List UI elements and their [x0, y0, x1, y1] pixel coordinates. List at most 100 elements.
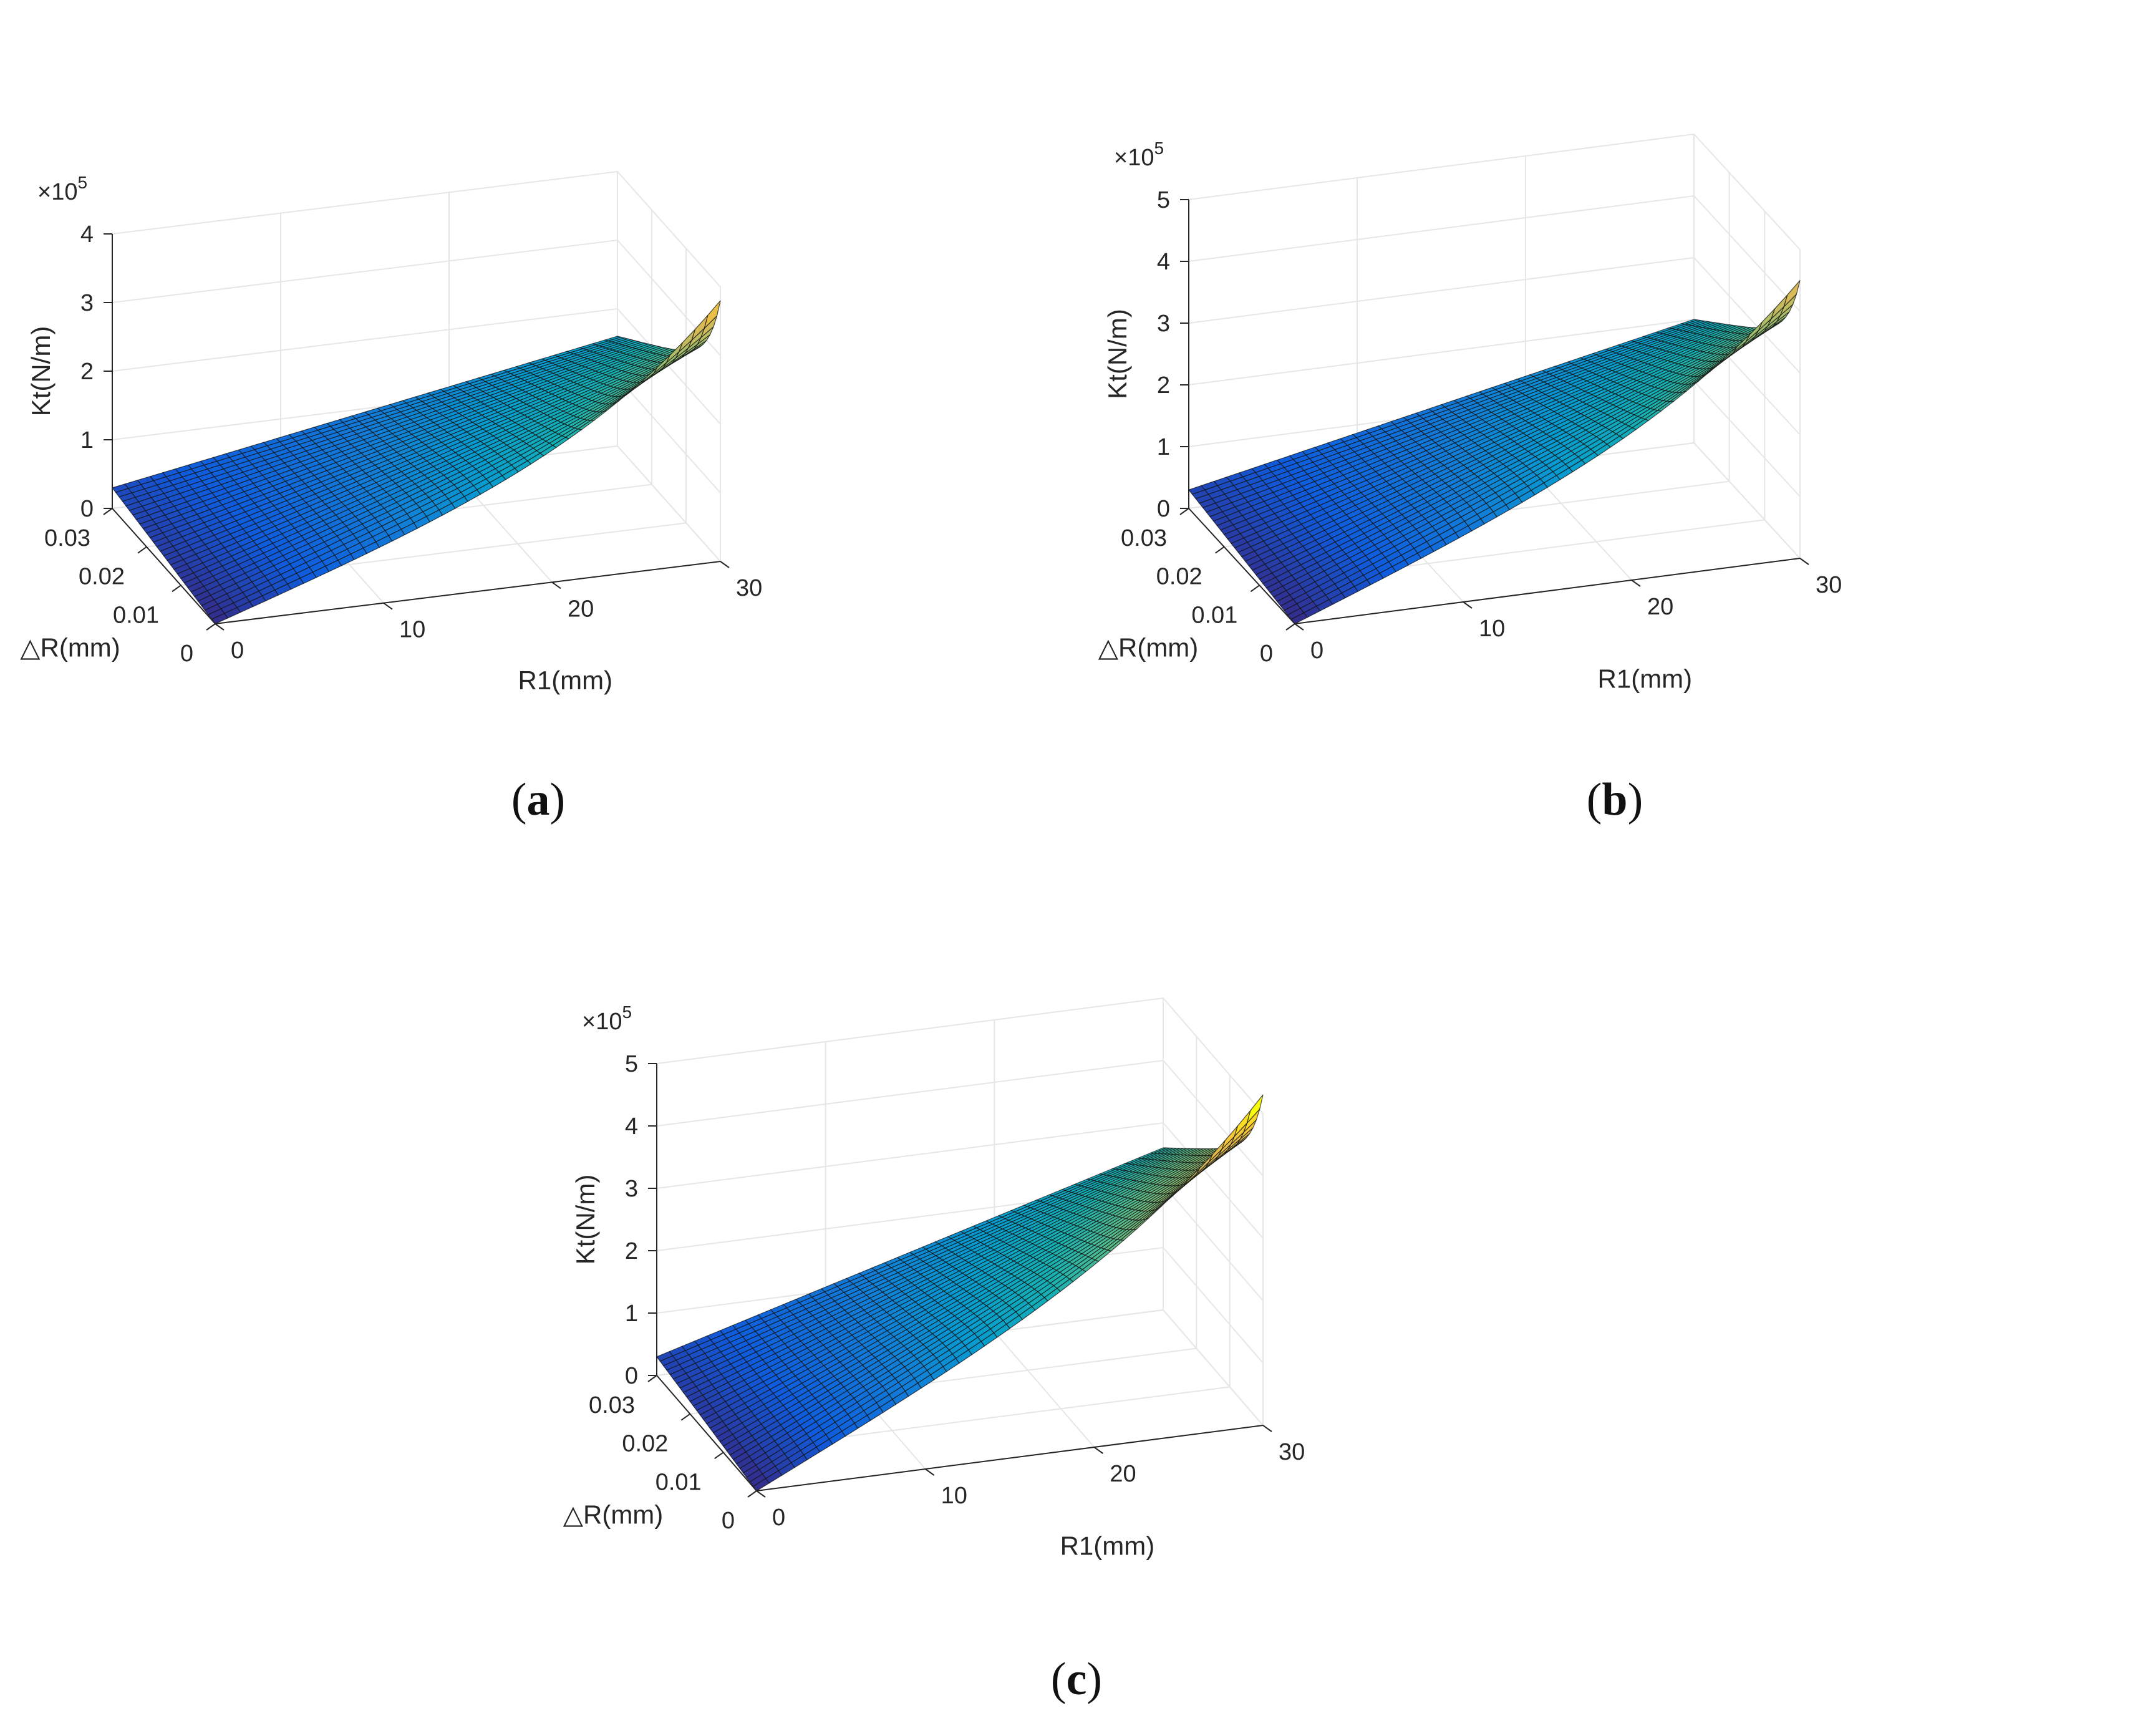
gridline-z: [112, 170, 721, 288]
z-tick-label: 4: [80, 221, 94, 248]
z-tick-label: 0: [625, 1363, 638, 1389]
z-exponent-label: ×105: [37, 173, 87, 205]
y-axis-line: [656, 1375, 757, 1491]
y-tick-mark: [103, 508, 113, 515]
surface-plot-c: 0 10 20 30 R1(mm) 0 0.01 0.02 0.03 △R(mm) 0 1 2 3 4 5 Kt…: [563, 997, 1305, 1560]
gridline-z: [1188, 133, 1801, 250]
z-tick-label: 5: [625, 1051, 638, 1077]
gridline-x: [1163, 998, 1264, 1426]
z-axis-label: Kt(N/m): [1103, 309, 1132, 399]
y-tick-mark: [172, 584, 181, 593]
x-axis-line: [1294, 558, 1801, 624]
z-tick-label: 0: [80, 496, 94, 522]
y-axis-line: [112, 508, 216, 624]
x-tick-label: 0: [1310, 638, 1323, 664]
x-tick-mark: [1463, 601, 1473, 609]
y-tick-mark: [1215, 546, 1225, 554]
x-tick-label: 30: [1816, 572, 1842, 598]
x-tick-label: 10: [1479, 616, 1505, 642]
x-axis-label: R1(mm): [518, 666, 613, 695]
y-tick-mark: [647, 1375, 657, 1382]
gridline-y: [1259, 211, 1766, 586]
y-tick-label: 0: [722, 1508, 735, 1534]
z-exponent-label: ×105: [1114, 138, 1164, 171]
surface-mesh: [112, 300, 721, 624]
x-tick-mark: [756, 1490, 766, 1498]
x-tick-mark: [1262, 1425, 1272, 1432]
x-tick-mark: [551, 581, 561, 589]
y-tick-label: 0.03: [44, 525, 90, 551]
y-axis-label: △R(mm): [1098, 633, 1199, 662]
x-axis-label: R1(mm): [1060, 1531, 1155, 1560]
x-tick-label: 30: [736, 575, 762, 601]
caption-b: (b): [1586, 774, 1643, 825]
y-tick-label: 0.03: [1121, 525, 1167, 551]
x-tick-mark: [925, 1468, 935, 1476]
y-axis-label: △R(mm): [20, 633, 120, 662]
z-exponent-power: 5: [1154, 138, 1164, 158]
x-tick-mark: [720, 561, 730, 568]
axes: 0 10 20 30 R1(mm) 0 0.01 0.02 0.03 △R(mm) 0 1 2 3 4 Kt(…: [20, 173, 762, 695]
x-tick-mark: [1093, 1447, 1103, 1454]
surface-mesh: [656, 1094, 1264, 1491]
z-tick-label: 4: [1157, 249, 1170, 275]
z-axis-label: Kt(N/m): [571, 1175, 600, 1265]
gridline-z: [1188, 195, 1801, 312]
z-tick-label: 5: [1157, 187, 1170, 213]
z-tick-label: 3: [625, 1176, 638, 1202]
y-tick-mark: [1285, 623, 1295, 631]
gridline-z: [112, 239, 721, 356]
z-tick-label: 3: [80, 290, 94, 316]
x-axis-line: [756, 1425, 1264, 1491]
x-tick-label: 20: [1647, 594, 1673, 620]
z-tick-label: 1: [1157, 434, 1170, 460]
caption-a: (a): [511, 774, 566, 825]
y-tick-mark: [747, 1490, 757, 1498]
z-tick-label: 2: [80, 359, 94, 385]
y-tick-label: 0.02: [622, 1431, 668, 1457]
z-tick-label: 4: [625, 1113, 638, 1140]
y-tick-label: 0: [180, 641, 193, 667]
axes: 0 10 20 30 R1(mm) 0 0.01 0.02 0.03 △R(mm) 0 1 2 3 4 5 Kt…: [563, 1002, 1305, 1560]
z-exponent-label: ×105: [582, 1002, 632, 1035]
surface-plot-b: 0 10 20 30 R1(mm) 0 0.01 0.02 0.03 △R(mm) 0 1 2 3 4 5 Kt…: [1098, 133, 1842, 693]
y-tick-label: 0.01: [1191, 602, 1237, 628]
x-tick-mark: [383, 602, 393, 610]
y-tick-mark: [1250, 584, 1260, 593]
x-tick-label: 0: [772, 1505, 785, 1531]
x-tick-mark: [1631, 579, 1641, 587]
y-tick-mark: [680, 1413, 690, 1421]
y-tick-mark: [1179, 508, 1189, 515]
y-tick-mark: [206, 623, 216, 631]
z-exponent-power: 5: [622, 1002, 632, 1022]
x-tick-mark: [215, 623, 225, 631]
chart-panel-a: 0 10 20 30 R1(mm) 0 0.01 0.02 0.03 △R(mm) 0 1 2 3 4 Kt(…: [0, 0, 1076, 867]
x-tick-label: 20: [568, 596, 594, 622]
y-tick-label: 0.02: [79, 564, 125, 590]
z-tick-label: 2: [625, 1238, 638, 1264]
z-tick-label: 1: [625, 1301, 638, 1327]
x-tick-label: 30: [1279, 1439, 1305, 1465]
x-tick-label: 0: [231, 638, 244, 664]
y-tick-mark: [714, 1452, 724, 1460]
z-tick-label: 1: [80, 427, 94, 453]
x-tick-label: 10: [941, 1483, 967, 1509]
surface-mesh: [1188, 280, 1801, 624]
x-tick-mark: [1799, 558, 1809, 565]
chart-panel-c: 0 10 20 30 R1(mm) 0 0.01 0.02 0.03 △R(mm) 0 1 2 3 4 5 Kt…: [538, 867, 1615, 1734]
y-tick-label: 0.03: [589, 1392, 635, 1418]
x-tick-label: 20: [1110, 1461, 1136, 1487]
x-axis-line: [215, 561, 721, 624]
z-axis-label: Kt(N/m): [26, 326, 56, 417]
z-tick-label: 0: [1157, 496, 1170, 522]
gridline-y: [723, 1075, 1231, 1453]
y-tick-label: 0: [1260, 641, 1273, 667]
y-axis-label: △R(mm): [563, 1500, 664, 1530]
y-tick-label: 0.02: [1156, 564, 1202, 590]
z-tick-label: 2: [1157, 372, 1170, 399]
surface-plot-a: 0 10 20 30 R1(mm) 0 0.01 0.02 0.03 △R(mm) 0 1 2 3 4 Kt(…: [20, 170, 762, 695]
chart-panel-b: 0 10 20 30 R1(mm) 0 0.01 0.02 0.03 △R(mm) 0 1 2 3 4 5 Kt…: [1076, 0, 2153, 867]
caption-c: (c): [1050, 1654, 1103, 1705]
x-axis-label: R1(mm): [1598, 664, 1693, 693]
z-exponent-power: 5: [77, 173, 87, 192]
